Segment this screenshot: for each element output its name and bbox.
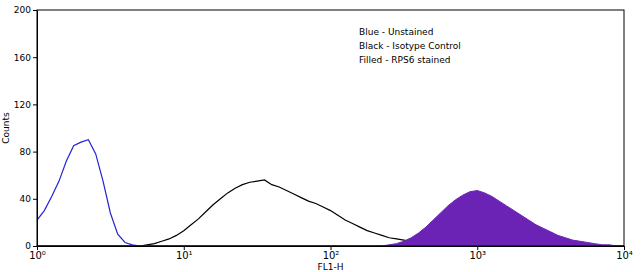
- x-axis: 10⁰ 10¹ 10² 10³ 10⁴: [29, 246, 633, 261]
- y-tick: 200: [14, 5, 37, 15]
- y-tick-mark: [33, 246, 37, 247]
- x-tick-label: 10⁰: [29, 250, 46, 261]
- x-tick: 10³: [469, 246, 486, 261]
- y-tick: 120: [14, 100, 37, 110]
- x-tick-label: 10⁴: [616, 250, 633, 261]
- y-tick-label: 0: [25, 241, 31, 251]
- legend-entry: Black - Isotype Control: [359, 41, 461, 51]
- line: [37, 140, 624, 246]
- line: [37, 180, 624, 246]
- chart: 10⁰ 10¹ 10² 10³ 10⁴ 0 40 80 120 160 200 Blue - Unst…: [0, 0, 641, 272]
- x-tick: 10²: [323, 246, 340, 261]
- x-axis-title: FL1-H: [318, 262, 344, 272]
- y-tick-label: 200: [14, 5, 31, 15]
- y-tick-mark: [33, 57, 37, 58]
- area: [37, 191, 624, 246]
- y-axis-line: [33, 11, 38, 247]
- y-tick-mark: [33, 104, 37, 105]
- y-tick-label: 120: [14, 100, 31, 110]
- frame: [37, 10, 624, 246]
- marks: [37, 140, 624, 246]
- x-tick: 10⁴: [616, 246, 633, 261]
- legend-entry: Blue - Unstained: [359, 27, 433, 37]
- x-tick-label: 10¹: [176, 250, 193, 261]
- legend-entry: Filled - RPS6 stained: [359, 55, 450, 65]
- y-tick-label: 80: [20, 147, 32, 157]
- x-tick-label: 10³: [469, 250, 486, 261]
- x-tick-label: 10²: [323, 250, 340, 261]
- y-tick: 0: [25, 241, 37, 251]
- y-tick-label: 160: [14, 53, 31, 63]
- y-tick: 80: [20, 147, 37, 157]
- y-tick: 40: [20, 194, 37, 204]
- y-tick: 160: [14, 53, 37, 63]
- y-tick-label: 40: [20, 194, 32, 204]
- plot: 10⁰ 10¹ 10² 10³ 10⁴ 0 40 80 120 160 200 Blue - Unst…: [14, 5, 633, 261]
- y-tick-mark: [33, 152, 37, 153]
- y-axis: 0 40 80 120 160 200: [14, 5, 38, 251]
- y-tick-mark: [33, 10, 37, 11]
- x-tick: 10¹: [176, 246, 193, 261]
- y-tick-mark: [33, 199, 37, 200]
- y-axis-title: Counts: [1, 112, 11, 144]
- x-tick: 10⁰: [29, 246, 46, 261]
- legend: Blue - Unstained Black - Isotype Control F…: [359, 27, 461, 65]
